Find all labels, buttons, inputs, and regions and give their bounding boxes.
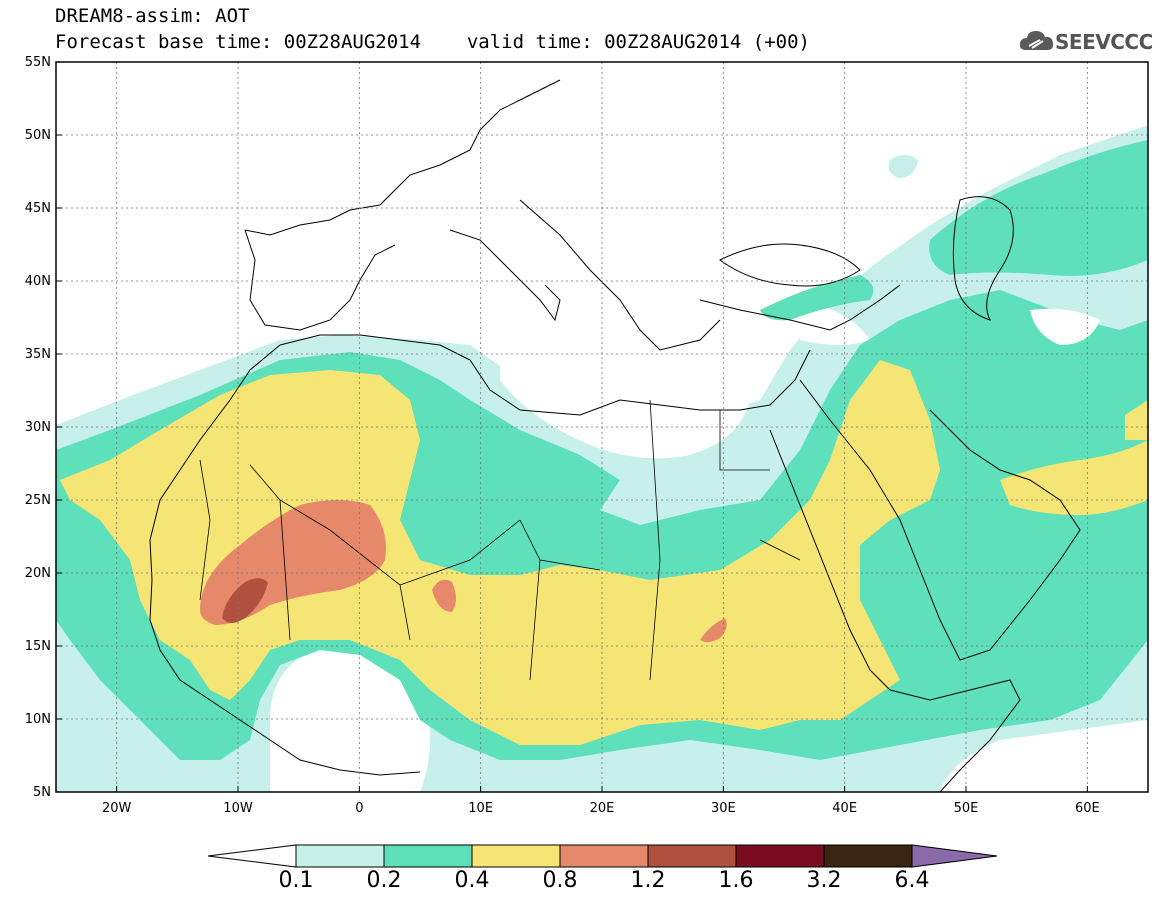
lon-tick-label: 20E [590,801,615,816]
lon-tick-labels: 20W 10W 0 10E 20E 30E 40E 50E 60E [102,786,1100,816]
colorbar-label: 0.4 [454,868,490,893]
lat-tick-label: 40N [25,274,51,289]
aot-patch-0.8-a [432,579,456,612]
lat-tick-label: 10N [25,712,51,727]
base-time-label: Forecast base time: 00Z28AUG2014 [55,31,422,53]
coastlines-borders [149,79,1081,792]
aot-patch-0.1-caspian [888,155,918,178]
lon-tick-label: 20W [102,801,132,816]
lat-tick-label: 15N [25,639,51,654]
colorbar-swatch [823,844,913,868]
coastline-north-africa [279,334,811,416]
cloud-logo-icon [1019,31,1054,50]
lon-tick-label: 60E [1075,801,1100,816]
aot-band-0.4-east [1000,440,1148,515]
valid-time-label: valid time: 00Z28AUG2014 (+00) [466,31,810,53]
lat-tick-label: 20N [25,566,51,581]
colorbar-over-arrow [911,844,998,868]
coastline-caspian [952,196,1014,321]
aot-clear-westafrica [270,645,430,792]
border-lines [199,399,801,681]
aot-clear-sahara [500,355,750,459]
colorbar [207,844,998,868]
coastline-italy [449,229,561,322]
colorbar-label: 6.4 [894,868,930,893]
grid-lines [56,62,1148,792]
aot-band-1.2 [222,578,268,623]
map-title: DREAM8-assim: AOT [55,5,250,27]
colorbar-swatch [735,844,825,868]
colorbar-swatch [383,844,473,868]
colorbar-label: 1.6 [718,868,754,893]
lon-tick-label: 10W [223,801,253,816]
coastline-black-sea [719,243,861,287]
colorbar-swatch [471,844,561,868]
lat-tick-label: 35N [25,347,51,362]
lat-tick-label: 50N [25,128,51,143]
aot-clear-gulf [800,300,870,345]
lat-tick-label: 5N [33,785,51,800]
aot-clear-iran [1030,308,1100,345]
colorbar-swatch [647,844,737,868]
colorbar-swatch [295,844,385,868]
lat-tick-label: 30N [25,420,51,435]
colorbar-label: 1.2 [630,868,666,893]
aot-clear-east [940,720,1148,792]
logo-text: SEEVCCC [1055,30,1153,54]
aot-band-0.4-west [60,360,940,745]
lat-tick-labels: 55N 50N 45N 40N 35N 30N 25N 20N 15N 10N 5N [25,55,62,800]
lat-tick-label: 25N [25,493,51,508]
coastline-europe [244,79,561,236]
aot-band-0.2-north [929,140,1148,276]
lon-tick-label: 0 [355,801,363,816]
colorbar-under-arrow [207,844,297,868]
colorbar-label: 3.2 [806,868,842,893]
coastline-red-sea [769,429,891,691]
lon-tick-label: 30E [711,801,736,816]
colorbar-label: 0.2 [366,868,402,893]
coastline-west-africa [149,344,421,776]
lon-tick-label: 40E [832,801,857,816]
colorbar-label: 0.1 [278,868,314,893]
coastline-balkans [519,199,721,351]
coastline-horn [889,679,1021,792]
time-line: Forecast base time: 00Z28AUG2014 valid t… [55,32,810,52]
lon-tick-label: 50E [954,801,979,816]
aot-band-0.2-turkey [760,275,874,321]
lat-tick-label: 55N [25,55,51,70]
aot-patch-0.8-b [700,618,727,643]
coastline-iberia [244,229,396,331]
lon-tick-label: 10E [468,801,493,816]
aot-band-0.4-gulf [1125,400,1148,440]
lat-tick-label: 45N [25,201,51,216]
coastline-anatolia [699,284,901,331]
colorbar-label: 0.8 [542,868,578,893]
coastline-arabia [799,379,1081,661]
colorbar-swatch [559,844,649,868]
